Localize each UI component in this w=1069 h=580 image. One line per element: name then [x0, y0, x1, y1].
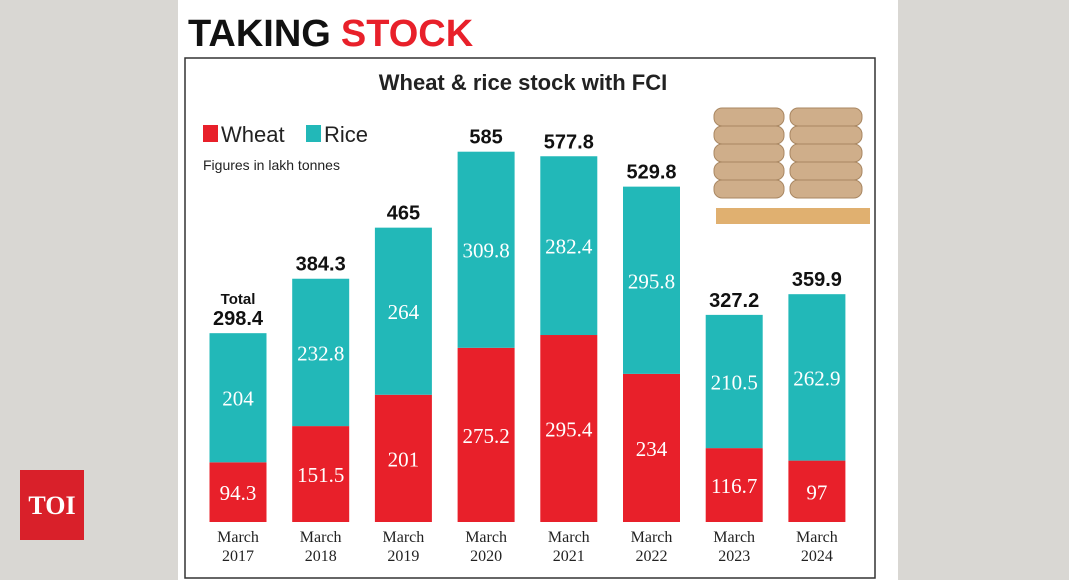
title-part: TAKING: [188, 13, 331, 55]
x-tick-label: March 2024: [796, 529, 838, 565]
total-label: 465: [387, 203, 420, 225]
x-tick-label: March 2020: [465, 529, 507, 565]
value-label: 94.3: [220, 481, 257, 505]
bar-segment: [292, 426, 350, 522]
x-tick-label: March 2021: [547, 529, 590, 565]
total-label: 384.3: [296, 254, 346, 276]
bar-segment: [705, 314, 763, 449]
bar-segment: [209, 462, 267, 522]
value-label: 151.5: [297, 463, 344, 487]
value-label: 264: [388, 300, 420, 324]
total-caption: Total: [221, 291, 256, 308]
value-label: 295.8: [628, 269, 675, 293]
bar-segment: [292, 278, 350, 427]
value-label: 232.8: [297, 341, 344, 365]
bar-segment: [623, 373, 680, 522]
bar-segment: [457, 151, 515, 348]
legend-swatch: [203, 125, 218, 142]
x-tick-label: March 2018: [299, 529, 342, 565]
legend-label: Wheat: [221, 122, 285, 147]
x-tick-label: March 2019: [382, 529, 425, 565]
value-label: 97: [806, 480, 827, 504]
note: Figures in lakh tonnes: [203, 157, 340, 173]
total-label: 577.8: [544, 131, 594, 153]
x-tick-label: March 2017: [217, 529, 259, 565]
total-label: 359.9: [792, 269, 842, 291]
value-label: 116.7: [711, 474, 757, 498]
title-part: STOCK: [341, 13, 474, 55]
total-label: 585: [469, 127, 502, 149]
header-title: TAKING STOCK: [188, 13, 474, 55]
bar-segment: [705, 448, 763, 522]
value-label: 295.4: [545, 418, 593, 442]
value-label: 262.9: [793, 366, 840, 390]
total-label: 529.8: [626, 162, 676, 184]
value-label: 204: [222, 387, 254, 411]
legend-label: Rice: [324, 122, 368, 147]
x-tick-label: March 2022: [630, 529, 673, 565]
value-label: 201: [388, 447, 420, 471]
sacks-illustration: [713, 107, 870, 224]
bar-segment: [540, 156, 598, 336]
bar-segment: [623, 186, 680, 374]
bar-segment: [374, 227, 432, 395]
value-label: 282.4: [545, 235, 593, 259]
bar-segment: [209, 333, 267, 463]
bar-segment: [788, 294, 846, 461]
chart-title: Wheat & rice stock with FCI: [379, 70, 668, 95]
bar-segment: [457, 347, 515, 522]
value-label: 210.5: [711, 371, 758, 395]
logo-box: [20, 470, 84, 540]
x-tick-label: March 2023: [713, 529, 756, 565]
value-label: 309.8: [462, 239, 509, 263]
total-label: 327.2: [709, 290, 759, 312]
blurred-background: [895, 0, 1069, 580]
legend-swatch: [306, 125, 321, 142]
value-label: 275.2: [462, 424, 509, 448]
bar-segment: [540, 335, 598, 522]
logo: TOI: [28, 491, 75, 520]
bar-segment: [374, 394, 432, 522]
value-label: 234: [636, 437, 668, 461]
bar-segment: [788, 460, 846, 522]
total-label: 298.4: [213, 308, 264, 330]
